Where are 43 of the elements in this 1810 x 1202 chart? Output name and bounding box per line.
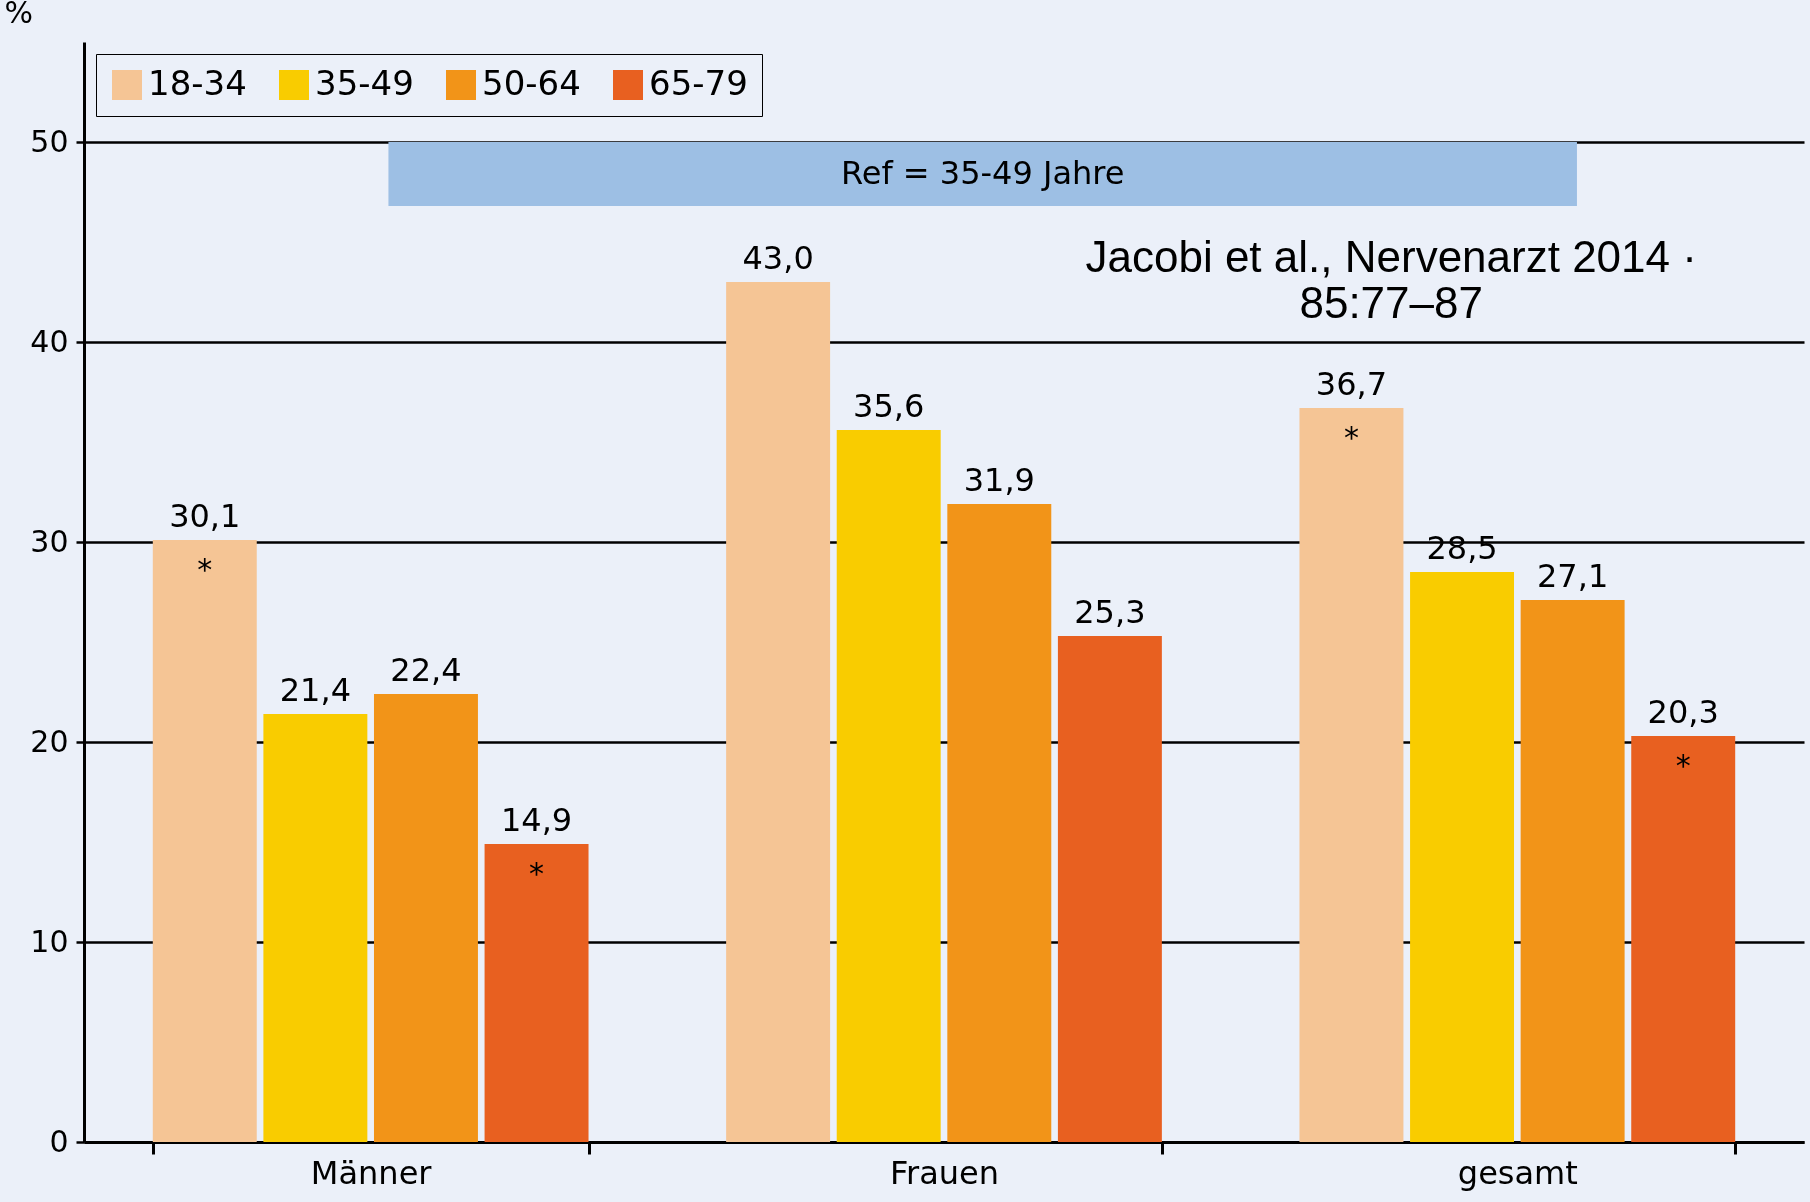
bar [947,504,1052,1142]
band-label: Ref = 35-49 Jahre [840,154,1125,192]
bar [1057,636,1162,1142]
bar [1299,408,1404,1142]
legend-label: 65-79 [649,63,748,103]
bar [1410,572,1515,1142]
legend-label: 50-64 [482,63,581,103]
y-tick-label: 30 [30,523,69,559]
bar [263,714,368,1142]
data-label: 30,1 [169,497,241,535]
y-tick-label: 20 [30,723,69,759]
x-tick-label: Frauen [889,1153,1000,1192]
data-label: 20,3 [1647,693,1719,731]
data-label: 14,9 [500,801,573,839]
bar [836,430,941,1142]
bar [1520,600,1625,1142]
legend-label: 35-49 [315,63,414,103]
data-label: 27,1 [1537,557,1609,595]
annotation: * [1343,420,1359,455]
y-axis-title: % [4,0,34,30]
bar [373,694,478,1142]
bar [484,844,589,1142]
bar [152,540,257,1142]
data-label: 36,7 [1315,365,1388,403]
data-label: 43,0 [742,239,814,277]
data-label: 21,4 [279,671,351,709]
bar [1631,736,1736,1142]
y-tick-label: 40 [30,323,69,359]
data-label: 22,4 [390,651,462,689]
annotation: * [529,856,545,891]
annotation: * [1675,748,1691,783]
y-tick-label: 0 [49,1123,69,1159]
annotation: Jacobi et al., Nervenarzt 2014 · 85:77–87 [1085,232,1697,327]
x-tick-label: gesamt [1457,1153,1578,1192]
bar [726,282,831,1142]
y-tick-label: 50 [30,123,69,159]
legend-label: 18-34 [148,63,247,103]
annotation: * [197,552,213,587]
data-label: 31,9 [963,461,1035,499]
x-tick-label: Männer [310,1153,433,1192]
data-label: 35,6 [853,387,925,425]
y-tick-label: 10 [30,923,69,959]
data-label: 25,3 [1074,593,1146,631]
